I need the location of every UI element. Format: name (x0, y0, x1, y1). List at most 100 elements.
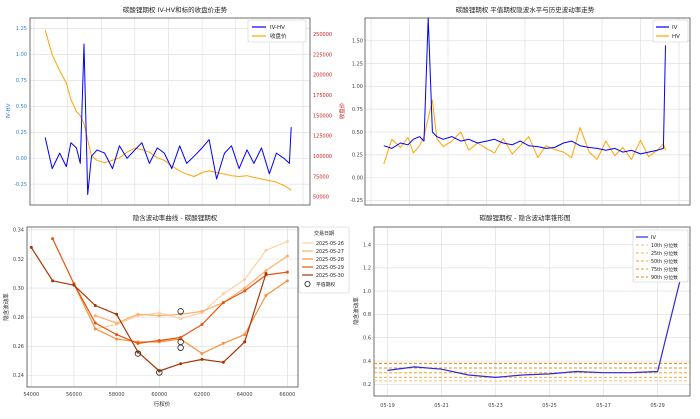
smile-point (93, 321, 97, 325)
y2-tick-label: 150000 (313, 113, 332, 119)
y-tick-label: 1.00 (352, 84, 363, 90)
smile-point (51, 279, 55, 283)
y-tick-label: 0.50 (16, 104, 27, 110)
y2-tick-label: 200000 (313, 73, 332, 79)
x-tick-label: 62000 (194, 392, 210, 398)
plot-frame (373, 226, 691, 397)
smile-point (285, 254, 289, 258)
smile-point (243, 289, 247, 293)
legend-label: 75th 分位数 (651, 266, 678, 273)
y-axis-label: 隐含波动率 (352, 297, 360, 325)
smile-point (93, 304, 97, 308)
smile-series-line (52, 238, 288, 344)
y-tick-label: -0.25 (14, 182, 27, 188)
y-tick-label: 0.2 (363, 382, 371, 388)
smile-point (221, 360, 225, 364)
iv-series-line (387, 261, 686, 378)
y-tick-label: 0.50 (352, 130, 363, 136)
smile-point (243, 340, 247, 344)
smile-point (285, 270, 289, 274)
legend-atm-marker (304, 281, 311, 288)
legend-label: 90th 分位数 (651, 274, 678, 281)
y-tick-label: 0.8 (363, 312, 371, 318)
smile-point (115, 321, 119, 325)
smile-point (221, 301, 225, 305)
smile-point (136, 350, 140, 354)
smile-point (179, 336, 183, 340)
y-tick-label: 1.2 (363, 266, 371, 272)
legend-label: 2025-05-28 (316, 257, 344, 263)
y-tick-label: 1.00 (16, 52, 27, 58)
x-tick-label: 64000 (237, 392, 253, 398)
iv-hv-level-chart: 碳酸锂期权 平值期权隐波水平与历史波动率走势2023-072023-102024… (350, 5, 691, 206)
legend-label: HV (672, 34, 680, 40)
x-tick-label: 60000 (151, 392, 167, 398)
legend-label: 25th 分位数 (651, 250, 678, 257)
smile-point (243, 277, 247, 281)
smile-point (200, 352, 204, 356)
smile-point (93, 314, 97, 318)
legend-label: IV (651, 235, 656, 241)
smile-point (157, 314, 161, 318)
y-axis-label: IV-HV (6, 103, 12, 118)
x-tick-label: 05-25 (542, 403, 557, 409)
y-tick-label: 0.32 (13, 257, 24, 263)
y-tick-label: 1.4 (363, 242, 371, 248)
smile-point (243, 333, 247, 337)
y-tick-label: 0.28 (13, 315, 24, 321)
smile-point (264, 293, 268, 297)
x-tick-label: 54000 (23, 392, 39, 398)
y-tick-label: -0.25 (350, 198, 363, 204)
smile-point (29, 245, 33, 249)
y-tick-label: 0.30 (13, 286, 24, 292)
smile-series-line (30, 247, 267, 372)
y2-tick-label: 250000 (313, 32, 332, 38)
chart-title: 碳酸锂期权 - 隐含波动率锥形图 (480, 213, 571, 222)
chart-title: 碳酸锂期权 IV-HV和标的收盘价走势 (123, 5, 228, 14)
iv-smile-chart: 隐含波动率曲线 - 碳酸锂期权 54000 56000 58000 60000 62000… (2, 213, 350, 408)
y2-tick-label: 125000 (313, 134, 332, 140)
legend-label: 2025-05-29 (316, 265, 344, 271)
legend-label: 2025-05-27 (316, 249, 344, 255)
smile-point (72, 283, 76, 287)
legend-label: IV-HV (270, 25, 285, 31)
y-tick-label: 1.0 (363, 289, 371, 295)
smile-point (93, 327, 97, 331)
smile-point (285, 279, 289, 283)
iv-hv-price-chart: 碳酸锂期权 IV-HV和标的收盘价走势2023-102024-012024-04… (6, 5, 346, 206)
legend-label: 平值期权 (316, 281, 335, 288)
smile-series-line (95, 255, 288, 324)
smile-point (115, 337, 119, 341)
iv-series-line (383, 17, 666, 155)
x-tick-label: 05-21 (434, 403, 449, 409)
y-tick-label: 0.26 (13, 344, 24, 350)
x-tick-label: 05-23 (488, 403, 503, 409)
y2-tick-label: 75000 (313, 174, 329, 180)
legend-box (652, 19, 689, 43)
smile-point (136, 341, 140, 345)
smile-point (179, 362, 183, 366)
smile-point (221, 292, 225, 296)
x-tick-label: 56000 (66, 392, 82, 398)
smile-point (264, 248, 268, 252)
smile-point (115, 333, 119, 337)
x-tick-label: 05-29 (650, 403, 665, 409)
chart-title: 碳酸锂期权 平值期权隐波水平与历史波动率走势 (456, 5, 595, 14)
smile-point (264, 272, 268, 276)
smile-point (51, 237, 55, 241)
y-tick-label: 0.75 (16, 78, 27, 84)
smile-point (243, 286, 247, 290)
plot-frame (26, 226, 299, 388)
smile-point (200, 322, 204, 326)
smile-point (285, 240, 289, 244)
y-tick-label: 0.00 (352, 175, 363, 181)
smile-point (136, 312, 140, 316)
smile-point (221, 341, 225, 345)
y-axis-label: 隐含波动率 (2, 293, 10, 321)
y2-tick-label: 175000 (313, 93, 332, 99)
y-tick-label: 0.25 (16, 130, 27, 136)
smile-point (264, 269, 268, 273)
y2-axis-label: 收盘价 (338, 102, 346, 119)
smile-point (179, 317, 183, 321)
